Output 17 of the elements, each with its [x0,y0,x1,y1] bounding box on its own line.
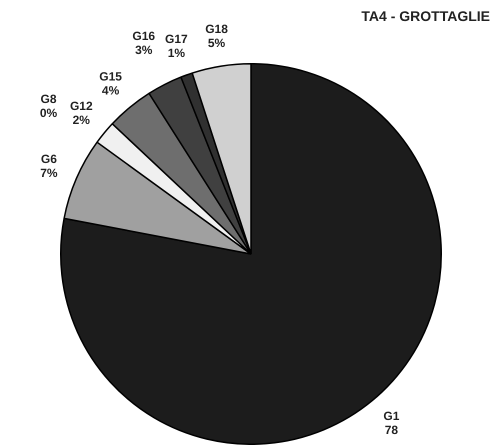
slice-label: G16 [132,28,156,43]
slice-label: G17 [165,32,188,46]
data-label: 5% [208,36,226,50]
text: 0% [40,106,58,120]
slice-label: G6 [40,152,58,166]
data-label: 1% [168,46,186,60]
data-label: 4% [102,84,120,98]
data-label: 78 [384,423,398,438]
slice-label: G1 [383,409,400,424]
chart-title: TA4 - GROTTAGLIE [361,8,490,24]
data-label: 2% [72,112,90,127]
slice-label: G12 [70,98,93,113]
data-label: 7% [40,166,58,180]
category-label: G8 [40,92,57,106]
slice-label: G15 [99,70,122,84]
slice-label: G18 [205,22,228,36]
data-label: 3% [135,42,153,57]
